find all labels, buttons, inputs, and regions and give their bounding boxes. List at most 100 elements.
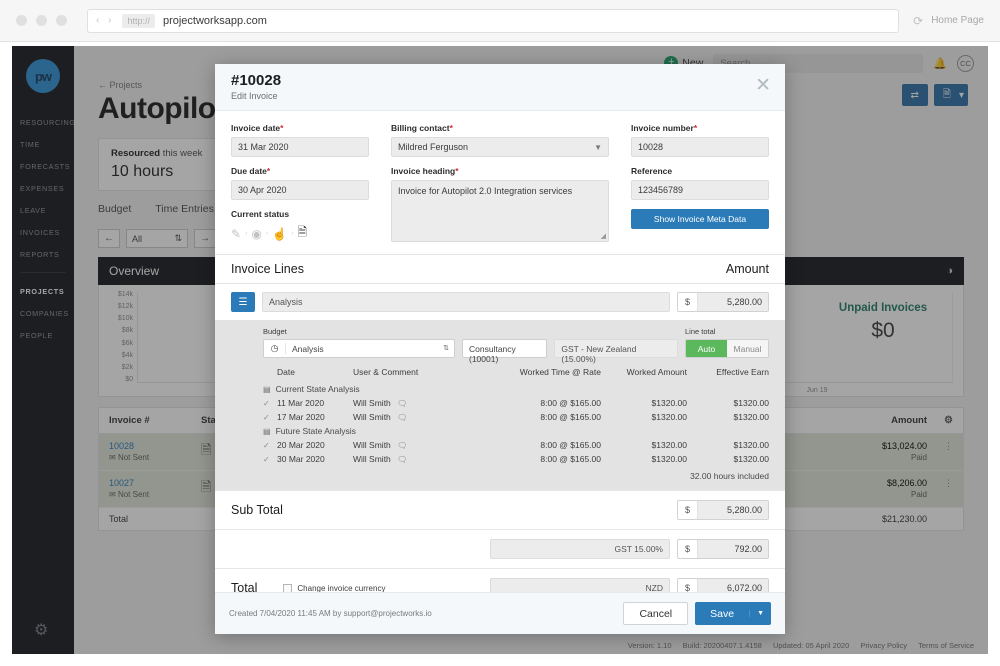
budget-icon: ▤ (263, 426, 271, 436)
gear-icon[interactable]: ⚙ (34, 622, 49, 639)
pencil-icon[interactable]: ✎ (231, 226, 242, 241)
reference-input[interactable]: 123456789 (631, 180, 769, 200)
document-icon[interactable]: 🗎 (201, 479, 212, 494)
document-action-button[interactable]: 🗎 ▾ (933, 84, 968, 106)
entry-checkbox[interactable]: ✓ (263, 454, 270, 464)
due-date-input[interactable]: 30 Apr 2020 (231, 180, 369, 200)
invoice-line-description-input[interactable]: Analysis (262, 292, 670, 312)
invoice-line-amount-field[interactable]: $ 5,280.00 (677, 292, 769, 312)
sidebar-item-expenses[interactable]: EXPENSES (20, 183, 65, 193)
sidebar-item-time[interactable]: TIME (20, 139, 40, 149)
column-date: Date (277, 367, 295, 377)
toggle-auto-button[interactable]: Auto (686, 340, 727, 357)
eye-icon[interactable]: ◉ (251, 226, 262, 241)
footer-privacy-link[interactable]: Privacy Policy (860, 641, 908, 650)
entry-checkbox[interactable]: ✓ (263, 398, 270, 408)
entry-date: 20 Mar 2020 (277, 440, 325, 450)
modal-subtitle: Edit Invoice (231, 91, 278, 101)
entry-checkbox[interactable]: ✓ (263, 412, 270, 422)
sidebar-item-companies[interactable]: COMPANIES (20, 308, 69, 318)
invoice-number-input[interactable]: 10028 (631, 137, 769, 157)
y-tick: $14k (117, 291, 133, 298)
show-invoice-meta-data-button[interactable]: Show Invoice Meta Data (631, 209, 769, 229)
change-currency-checkbox[interactable] (283, 583, 293, 592)
entry-user: Will Smith 🗨 (353, 440, 485, 450)
sidebar-item-reports[interactable]: REPORTS (20, 249, 60, 259)
thumbs-up-icon[interactable]: ☝ (272, 226, 288, 241)
sidebar-item-people[interactable]: PEOPLE (20, 330, 53, 340)
close-icon[interactable]: ✕ (755, 75, 771, 96)
comment-icon[interactable]: 🗨 (397, 413, 408, 422)
swap-action-button[interactable]: ⇄ (901, 84, 928, 106)
y-tick: $2k (121, 363, 133, 371)
sidebar-item-resourcing[interactable]: RESOURCING (20, 117, 76, 127)
row-menu-button[interactable]: ⋮ (944, 478, 953, 488)
resize-grip-icon[interactable]: ◢ (600, 233, 606, 240)
close-window-dot[interactable] (16, 15, 27, 26)
sidebar-item-forecasts[interactable]: FORECASTS (20, 161, 71, 171)
resourced-stat-prefix: Resourced (111, 148, 161, 159)
chevron-down-icon[interactable]: ▼ (749, 610, 771, 617)
reload-icon[interactable]: ⟳ (913, 13, 924, 28)
tab-time-entries[interactable]: Time Entries (155, 203, 214, 215)
next-period-button[interactable]: → (194, 229, 216, 248)
billing-contact-select[interactable]: Mildred Ferguson ▼ (391, 137, 609, 157)
invoice-date-input[interactable]: 31 Mar 2020 (231, 137, 369, 157)
sidebar-item-invoices[interactable]: INVOICES (20, 227, 60, 237)
invoice-number-link[interactable]: 10027 (109, 478, 135, 488)
document-icon[interactable]: 🗎 (201, 442, 212, 457)
change-currency-checkbox-group[interactable]: Change invoice currency (283, 583, 385, 592)
unpaid-invoices-kpi: Unpaid Invoices $0 (808, 302, 958, 343)
comment-icon[interactable]: 🗨 (397, 399, 408, 408)
document-icon[interactable]: 🗎 (297, 225, 308, 239)
cancel-button[interactable]: Cancel (623, 602, 689, 625)
currency-code-field[interactable]: NZD (490, 578, 670, 592)
footer-terms-link[interactable]: Terms of Service (918, 641, 974, 650)
address-bar[interactable]: ‹ › http:// projectworksapp.com (87, 8, 900, 33)
avatar[interactable]: CC (957, 54, 974, 72)
sidebar-item-projects[interactable]: PROJECTS (20, 286, 65, 296)
home-page-label[interactable]: Home Page (931, 15, 984, 26)
subtotal-label: Sub Total (231, 503, 283, 517)
comment-icon[interactable]: 🗨 (397, 441, 408, 450)
hamburger-icon[interactable]: ☰ (231, 292, 255, 312)
tax-label-field[interactable]: GST 15.00% (490, 539, 670, 559)
row-menu-button[interactable]: ⋮ (944, 441, 953, 451)
comment-icon[interactable]: 🗨 (397, 455, 408, 464)
save-button[interactable]: Save ▼ (695, 602, 771, 625)
time-entry-row[interactable]: ✓ 17 Mar 2020 Will Smith 🗨 8:00 @ $165.0… (263, 410, 769, 424)
browser-nav-arrows-icon[interactable]: ‹ › (96, 15, 115, 26)
stepper-icon: ⇅ (174, 233, 182, 243)
gauge-icon[interactable]: ◑ (946, 265, 953, 277)
entry-effective-earn: $1320.00 (733, 412, 769, 422)
entry-date: 11 Mar 2020 (277, 398, 325, 408)
toggle-manual-button[interactable]: Manual (727, 340, 768, 357)
prev-period-button[interactable]: ← (98, 229, 120, 248)
stepper-icon[interactable]: ⇅ (443, 345, 449, 352)
time-entry-row[interactable]: ✓ 20 Mar 2020 Will Smith 🗨 8:00 @ $165.0… (263, 438, 769, 452)
table-settings-gear-icon[interactable]: ⚙ (944, 415, 953, 426)
budget-select[interactable]: ◷ Analysis ⇅ (263, 339, 455, 358)
period-filter-select[interactable]: All ⇅ (126, 229, 188, 248)
tab-budget[interactable]: Budget (98, 203, 132, 215)
minimize-window-dot[interactable] (36, 15, 47, 26)
total-kebab-spacer (927, 514, 953, 524)
window-traffic-lights (16, 15, 67, 26)
invoice-number-link[interactable]: 10028 (109, 441, 135, 451)
time-entry-row[interactable]: ✓ 30 Mar 2020 Will Smith 🗨 8:00 @ $165.0… (263, 452, 769, 466)
sidebar-item-leave[interactable]: LEAVE (20, 205, 47, 215)
sidebar-divider (20, 272, 66, 273)
account-field[interactable]: Consultancy (10001) (462, 339, 548, 364)
breadcrumb[interactable]: ← Projects (98, 80, 143, 90)
browser-right-controls: ⟳ Home Page (913, 14, 984, 28)
time-entry-row[interactable]: ✓ 11 Mar 2020 Will Smith 🗨 8:00 @ $165.0… (263, 396, 769, 410)
entry-checkbox[interactable]: ✓ (263, 440, 270, 450)
entry-worked-amount: $1320.00 (651, 398, 687, 408)
invoice-heading-textarea[interactable]: Invoice for Autopilot 2.0 Integration se… (391, 180, 609, 242)
app-logo[interactable]: pw (26, 59, 60, 93)
entry-effective-earn: $1320.00 (733, 440, 769, 450)
maximize-window-dot[interactable] (56, 15, 67, 26)
tax-rate-field[interactable]: GST - New Zealand (15.00%) (554, 339, 678, 364)
bell-icon[interactable]: 🔔 (933, 57, 947, 70)
chevron-down-icon[interactable]: ▾ (958, 89, 964, 101)
